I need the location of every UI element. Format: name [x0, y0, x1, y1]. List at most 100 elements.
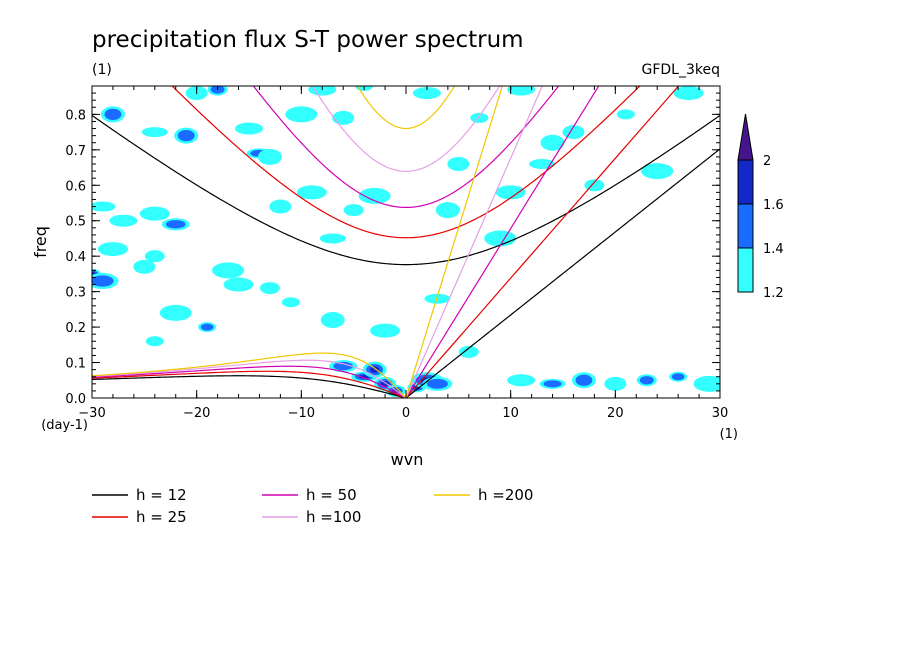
contour-blob [507, 86, 536, 96]
contour-blob-core [671, 373, 685, 381]
y-axis-label: freq [31, 226, 50, 258]
y-tick-label: 0.8 [65, 108, 86, 123]
contour-blob [616, 109, 635, 120]
contour-blob-core [92, 275, 114, 287]
contour-blob [144, 250, 165, 263]
contour-blob [269, 199, 292, 214]
x-tick-label: 20 [607, 406, 624, 421]
y-tick-label: 0.5 [65, 215, 86, 230]
legend-label: h = 25 [136, 508, 187, 526]
dispersion-curve [356, 86, 456, 130]
dispersion-curve [92, 359, 407, 398]
contour-blob [412, 87, 441, 100]
contour-blob [141, 127, 168, 138]
x-axis-label: wvn [391, 450, 424, 469]
contour-blob [424, 293, 451, 304]
dispersion-curve [92, 352, 407, 398]
contour-blob [673, 86, 704, 101]
y-tick-label: 0.3 [65, 286, 86, 301]
contour-blob [281, 297, 300, 308]
contour-blob-core [358, 374, 370, 379]
contour-blob-core [380, 381, 390, 387]
contour-blob [343, 204, 364, 217]
contour-blob [145, 336, 164, 347]
dispersion-curve [405, 86, 543, 398]
contour-blob [540, 134, 565, 151]
dispersion-curve-layer [92, 86, 720, 398]
y-tick-label: 0.6 [65, 179, 86, 194]
dispersion-curve [405, 86, 600, 398]
contour-blob [133, 259, 156, 274]
contour-blob-core [333, 361, 354, 371]
contour-blob-core [575, 374, 593, 386]
dispersion-curve [92, 365, 407, 398]
colorbar-triangle [737, 113, 754, 161]
contour-blob [235, 122, 263, 135]
contour-blob [641, 163, 674, 180]
dispersion-curve [92, 114, 720, 266]
contour-blob-core [200, 323, 214, 331]
colorbar-label: 2 [763, 154, 771, 169]
contour-blob [296, 185, 327, 200]
contour-blob-core [426, 378, 448, 389]
x-tick-label: 10 [502, 406, 519, 421]
x-tick-label: −10 [288, 406, 315, 421]
legend-label: h = 12 [136, 486, 187, 504]
contour-blob [484, 230, 517, 247]
contour-blob-core [177, 130, 195, 142]
contour-blob [693, 375, 720, 392]
dispersion-curve [311, 86, 501, 172]
axis-ticks: −30 −20 −10 0 10 20 30 0.0 0.1 0.2 0.3 0.4 0.5 0.6 0.7… [65, 85, 728, 421]
colorbar-label: 1.4 [763, 242, 784, 257]
dispersion-curve [92, 375, 407, 398]
chart-title: precipitation flux S-T power spectrum [92, 27, 524, 53]
chart-subtitle-left: (1) [92, 62, 112, 78]
chart-subtitle-right: GFDL_3keq [642, 62, 721, 78]
contour-blob [139, 206, 170, 221]
contour-blob [257, 148, 282, 165]
contour-blob [447, 157, 470, 171]
contour-blob [159, 304, 192, 321]
dispersion-curve [252, 86, 560, 209]
contour-blob [308, 86, 337, 96]
dispersion-curve [405, 86, 503, 398]
contour-blob [109, 214, 138, 227]
contour-blob-core [165, 220, 186, 229]
colorbar-swatch [737, 247, 754, 293]
y-tick-label: 0.4 [65, 250, 86, 265]
colorbar-label: 1.2 [763, 286, 784, 301]
y-tick-label: 0.7 [65, 144, 86, 159]
legend-label: h = 50 [306, 486, 357, 504]
contour-blob [470, 112, 489, 123]
colorbar-swatch [737, 159, 754, 205]
x-tick-label: 0 [402, 406, 410, 421]
colorbar-label: 1.6 [763, 198, 784, 213]
contour-blob [212, 262, 245, 279]
dispersion-curve [405, 148, 720, 398]
contour-blob-core [369, 366, 380, 373]
legend: h = 12 h = 25 h = 50 h =100 h =200 [92, 486, 533, 526]
contour-blob [332, 110, 355, 125]
y-tick-label: 0.1 [65, 357, 86, 372]
dispersion-curve [405, 86, 680, 398]
x-tick-label: −20 [183, 406, 210, 421]
contour-blob-core [104, 108, 122, 120]
legend-label: h =100 [306, 508, 361, 526]
legend-label: h =200 [478, 486, 533, 504]
y-unit-label: (day-1) [41, 418, 88, 433]
contour-blob [319, 233, 346, 244]
contour-blob [259, 282, 280, 295]
x-tick-label: −30 [78, 406, 105, 421]
contour-blob [285, 106, 318, 123]
dispersion-curve [92, 370, 407, 398]
contour-blob [604, 376, 627, 391]
contour-blob [320, 312, 345, 328]
contour-blob [507, 374, 536, 387]
y-tick-label: 0.2 [65, 321, 86, 336]
colorbar-swatch [737, 203, 754, 249]
contour-blob [92, 201, 116, 212]
contour-blob [435, 202, 460, 219]
x-unit-label: (1) [720, 427, 738, 442]
contour-blob [358, 187, 391, 204]
